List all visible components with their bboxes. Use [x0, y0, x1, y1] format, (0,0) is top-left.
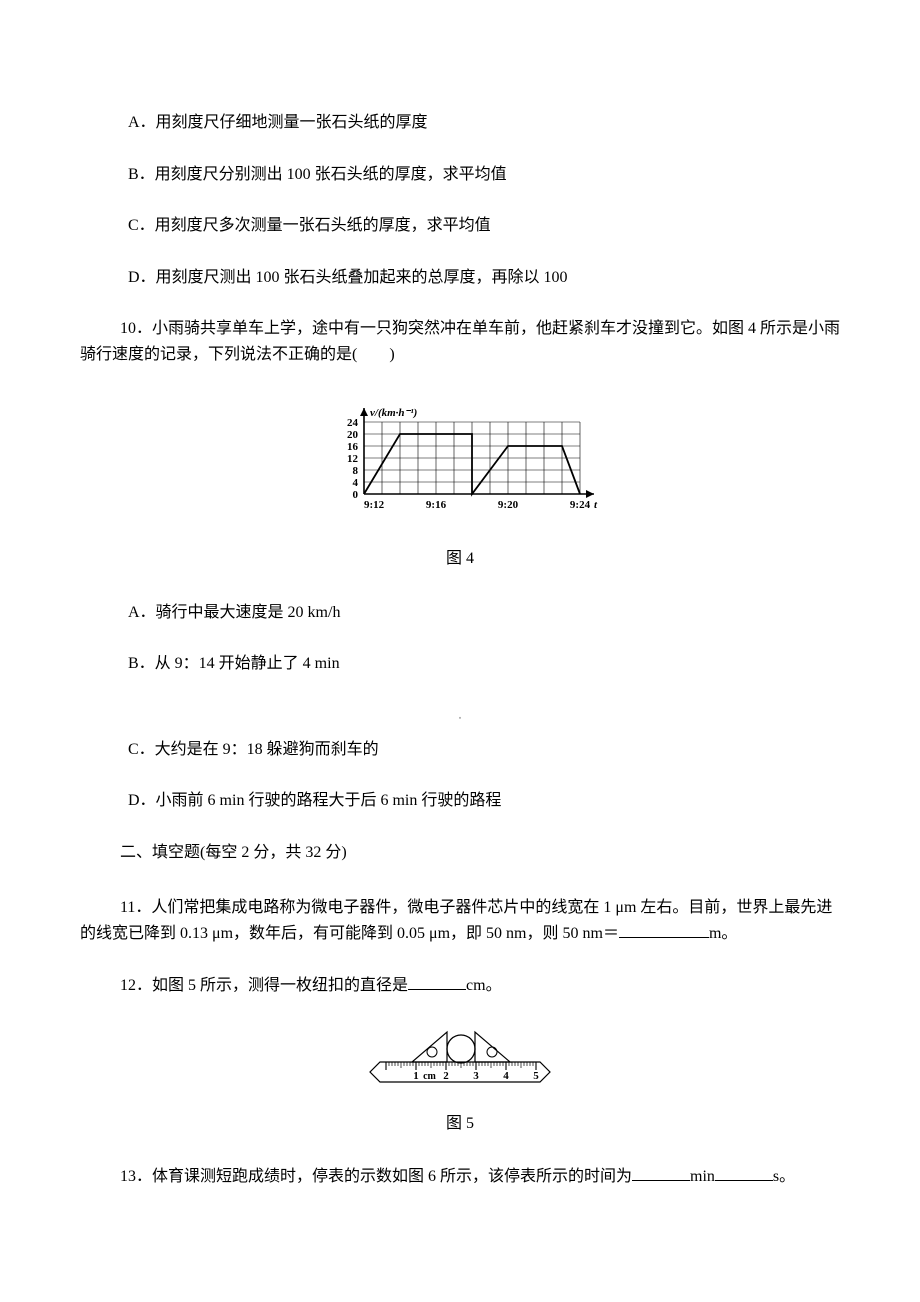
- svg-text:4: 4: [353, 477, 359, 489]
- svg-text:t: t: [594, 499, 598, 511]
- q13-blank-min[interactable]: [632, 1165, 690, 1181]
- q11: 11．人们常把集成电路称为微电子器件，微电子器件芯片中的线宽在 1 μm 左右。…: [80, 895, 840, 946]
- q9-option-c: C．用刻度尺多次测量一张石头纸的厚度，求平均值: [80, 213, 840, 239]
- section-2-heading: 二、填空题(每空 2 分，共 32 分): [80, 840, 840, 866]
- q12: 12．如图 5 所示，测得一枚纽扣的直径是 cm。: [80, 973, 840, 999]
- q11-blank[interactable]: [619, 922, 709, 938]
- svg-text:16: 16: [347, 441, 359, 453]
- svg-text:5: 5: [533, 1070, 539, 1082]
- svg-text:cm: cm: [423, 1071, 436, 1082]
- q10-stem-line1: 10．小雨骑共享单车上学，途中有一只狗突然冲在单车前，他赶紧刹车才没撞到它。如图…: [80, 316, 840, 367]
- svg-text:v/(km·h⁻¹): v/(km·h⁻¹): [370, 407, 417, 419]
- q10-stem: 10．小雨骑共享单车上学，途中有一只狗突然冲在单车前，他赶紧刹车才没撞到它。如图…: [80, 320, 840, 363]
- q13: 13．体育课测短跑成绩时，停表的示数如图 6 所示，该停表所示的时间为 min s。: [80, 1164, 840, 1190]
- svg-text:4: 4: [503, 1070, 509, 1082]
- svg-text:3: 3: [473, 1070, 479, 1082]
- q10-option-d: D．小雨前 6 min 行驶的路程大于后 6 min 行驶的路程: [80, 788, 840, 814]
- svg-text:1: 1: [413, 1070, 419, 1082]
- svg-text:9:24: 9:24: [570, 499, 591, 511]
- q12-post: cm。: [466, 977, 502, 994]
- svg-text:9:12: 9:12: [364, 499, 385, 511]
- q9-option-b: B．用刻度尺分别测出 100 张石头纸的厚度，求平均值: [80, 162, 840, 188]
- q9-option-a: A．用刻度尺仔细地测量一张石头纸的厚度: [80, 110, 840, 136]
- svg-text:9:16: 9:16: [426, 499, 447, 511]
- q13-mid: min: [690, 1168, 715, 1185]
- q12-blank[interactable]: [408, 974, 466, 990]
- q9-option-d: D．用刻度尺测出 100 张石头纸叠加起来的总厚度，再除以 100: [80, 265, 840, 291]
- q10-option-c: C．大约是在 9：18 躲避狗而刹车的: [80, 737, 840, 763]
- svg-text:20: 20: [347, 429, 359, 441]
- page-mid-dot: ▪: [80, 703, 840, 729]
- svg-text:12: 12: [347, 453, 359, 465]
- q11-post: m。: [709, 925, 737, 942]
- svg-text:24: 24: [347, 417, 359, 429]
- fig4-chart: 04812162024 9:12 9:16 9:20 9:24 v/(km·h⁻¹) t: [310, 386, 610, 526]
- q13-blank-s[interactable]: [715, 1165, 773, 1181]
- fig5-diagram: 1 2 3 4 5 cm: [360, 1024, 560, 1090]
- q13-post: s。: [773, 1168, 795, 1185]
- svg-text:9:20: 9:20: [498, 499, 519, 511]
- svg-text:0: 0: [353, 489, 359, 501]
- svg-text:2: 2: [443, 1070, 449, 1082]
- q13-pre: 13．体育课测短跑成绩时，停表的示数如图 6 所示，该停表所示的时间为: [120, 1168, 632, 1185]
- q12-pre: 12．如图 5 所示，测得一枚纽扣的直径是: [120, 977, 408, 994]
- figure-4: 04812162024 9:12 9:16 9:20 9:24 v/(km·h⁻¹) t: [80, 386, 840, 535]
- figure-5: 1 2 3 4 5 cm: [80, 1024, 840, 1099]
- figure-5-caption: 图 5: [80, 1111, 840, 1137]
- svg-text:8: 8: [353, 465, 359, 477]
- q10-option-b: B．从 9：14 开始静止了 4 min: [80, 651, 840, 677]
- q10-option-a: A．骑行中最大速度是 20 km/h: [80, 600, 840, 626]
- figure-4-caption: 图 4: [80, 546, 840, 572]
